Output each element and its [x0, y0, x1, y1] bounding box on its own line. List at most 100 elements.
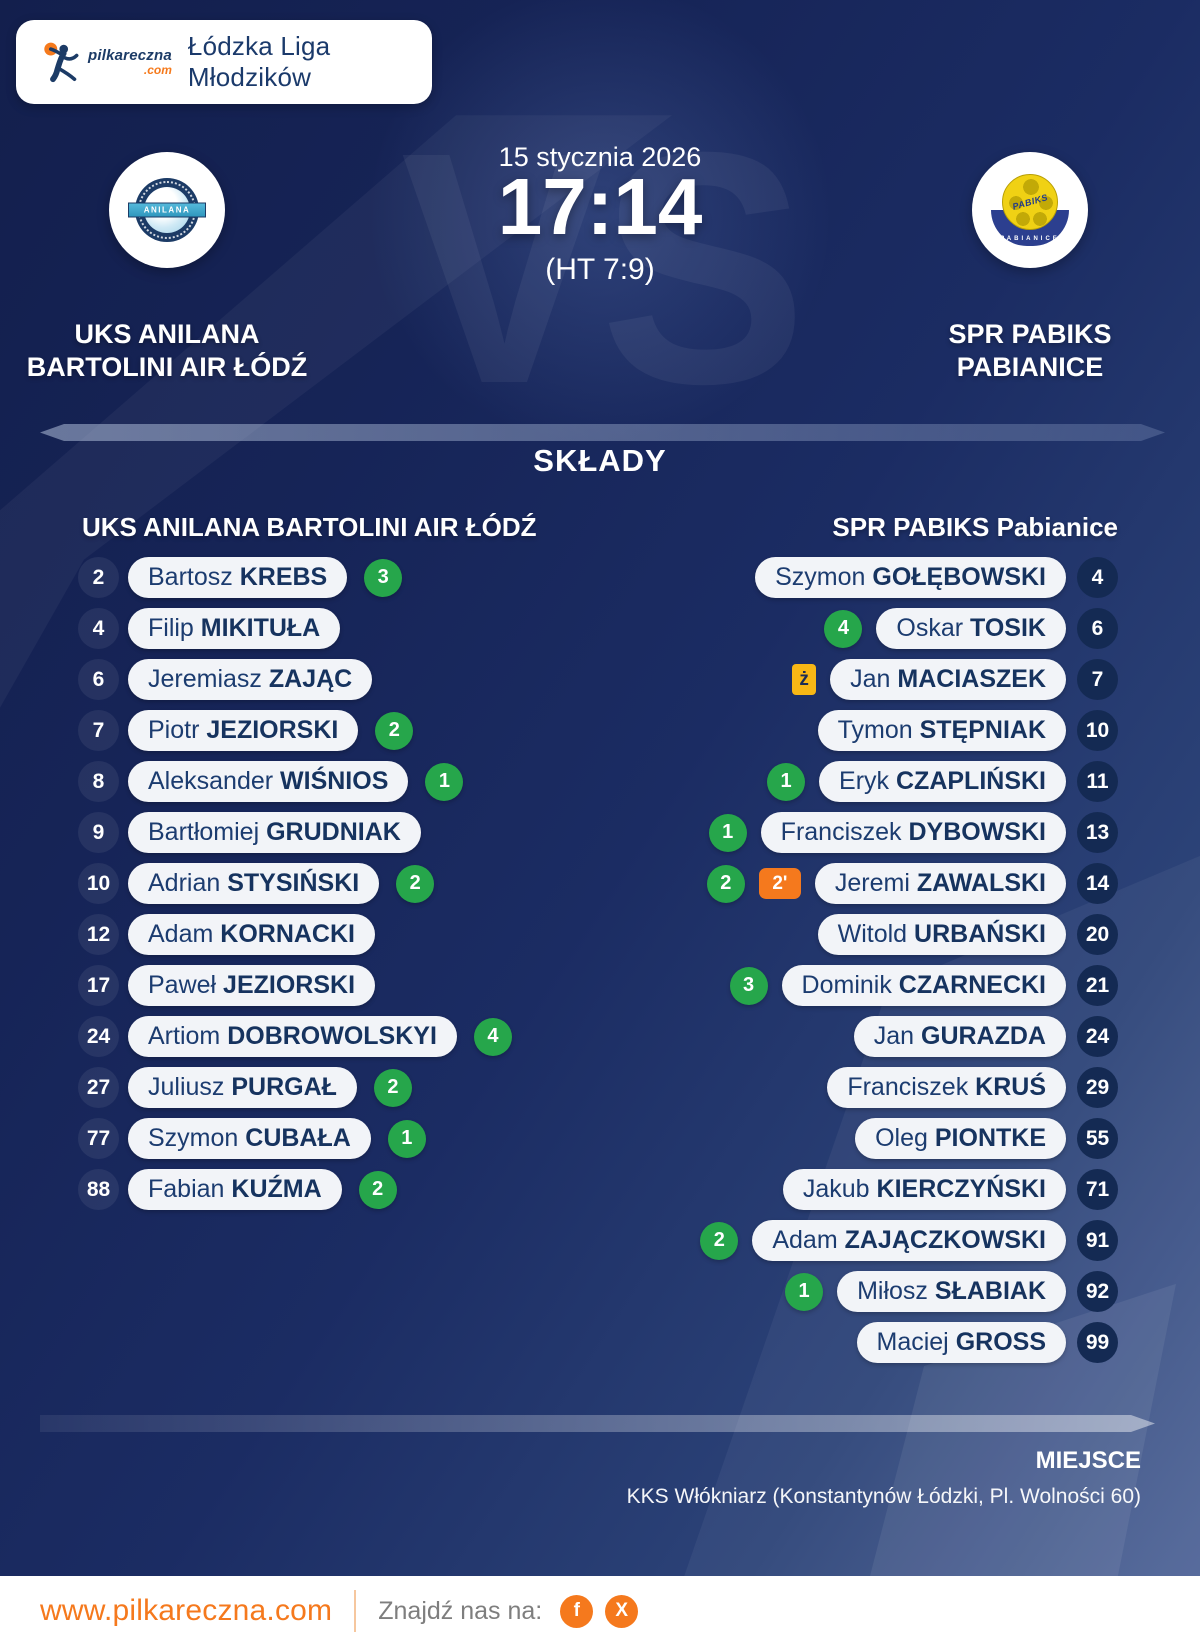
- player-first-name: Aleksander: [148, 767, 274, 795]
- player-number: 17: [78, 965, 119, 1006]
- player-last-name: DYBOWSKI: [908, 818, 1047, 846]
- player-last-name: JEZIORSKI: [206, 716, 339, 744]
- player-number: 91: [1077, 1220, 1118, 1261]
- away-player-row: 3 Dominik CZARNECKI 21: [700, 965, 1118, 1006]
- player-last-name: MIKITUŁA: [200, 614, 321, 642]
- player-name-pill: Filip MIKITUŁA: [128, 608, 341, 649]
- away-lineup-header: SPR PABIKS Pabianice: [832, 512, 1118, 542]
- player-last-name: KIERCZYŃSKI: [876, 1175, 1046, 1203]
- player-last-name: URBAŃSKI: [914, 920, 1046, 948]
- player-last-name: WIŚNIOS: [280, 767, 389, 795]
- player-first-name: Filip: [148, 614, 194, 642]
- pabiks-badge: PABIKS PABIANICE: [990, 174, 1070, 246]
- away-player-row: 1 Franciszek DYBOWSKI 13: [700, 812, 1118, 853]
- player-name-pill: Dominik CZARNECKI: [781, 965, 1066, 1006]
- x-twitter-icon[interactable]: X: [605, 1594, 639, 1628]
- player-number: 7: [78, 710, 119, 751]
- away-player-row: Franciszek KRUŚ 29: [700, 1067, 1118, 1108]
- player-name-pill: Oskar TOSIK: [876, 608, 1066, 649]
- website-link[interactable]: www.pilkareczna.com: [40, 1594, 333, 1627]
- player-first-name: Oskar: [896, 614, 964, 642]
- goals-badge: 2: [706, 864, 745, 903]
- goals-badge: 1: [785, 1272, 824, 1311]
- player-name-pill: Maciej GROSS: [856, 1322, 1066, 1363]
- player-first-name: Dominik: [801, 971, 892, 999]
- away-player-list: Szymon GOŁĘBOWSKI 4 4 Oskar TOSIK 6 ż Jan MACI…: [700, 557, 1118, 1373]
- player-first-name: Juliusz: [148, 1073, 225, 1101]
- home-player-row: 88 Fabian KUŹMA 2: [78, 1169, 653, 1210]
- home-lineup-column: UKS ANILANA BARTOLINI AIR ŁÓDŹ 2 Bartosz …: [78, 514, 653, 1220]
- player-name-pill: Oleg PIONTKE: [855, 1118, 1066, 1159]
- player-number: 77: [78, 1118, 119, 1159]
- player-name-pill: Bartosz KREBS: [128, 557, 348, 598]
- yellow-card-icon: ż: [792, 664, 817, 695]
- player-last-name: STYSIŃSKI: [227, 869, 360, 897]
- away-player-row: Jakub KIERCZYŃSKI 71: [700, 1169, 1118, 1210]
- player-last-name: JEZIORSKI: [223, 971, 356, 999]
- player-last-name: SŁABIAK: [934, 1277, 1046, 1305]
- away-player-row: Maciej GROSS 99: [700, 1322, 1118, 1363]
- footer-separator: [354, 1590, 357, 1632]
- player-first-name: Jan: [873, 1022, 915, 1050]
- brand-name: pilkareczna: [88, 47, 172, 64]
- player-name-pill: Franciszek DYBOWSKI: [760, 812, 1066, 853]
- player-name-pill: Piotr JEZIORSKI: [128, 710, 359, 751]
- player-name-pill: Miłosz SŁABIAK: [837, 1271, 1066, 1312]
- home-team-name: UKS ANILANA BARTOLINI AIR ŁÓDŹ: [0, 318, 337, 384]
- player-name-pill: Jan GURAZDA: [853, 1016, 1066, 1057]
- player-last-name: ZAWALSKI: [916, 869, 1046, 897]
- player-name-pill: Szymon GOŁĘBOWSKI: [755, 557, 1066, 598]
- pilkareczna-logo: pilkareczna .com: [40, 39, 172, 85]
- player-number: 2: [78, 557, 119, 598]
- player-number: 27: [78, 1067, 119, 1108]
- player-number: 9: [78, 812, 119, 853]
- player-name-pill: Szymon CUBAŁA: [128, 1118, 371, 1159]
- player-name-pill: Adam ZAJĄCZKOWSKI: [752, 1220, 1066, 1261]
- player-last-name: CZARNECKI: [898, 971, 1046, 999]
- player-first-name: Tymon: [837, 716, 913, 744]
- goals-badge: 4: [473, 1017, 512, 1056]
- goals-badge: 2: [375, 711, 414, 750]
- player-name-pill: Jakub KIERCZYŃSKI: [782, 1169, 1066, 1210]
- facebook-icon[interactable]: f: [560, 1594, 594, 1628]
- player-last-name: KREBS: [239, 563, 328, 591]
- player-number: 71: [1077, 1169, 1118, 1210]
- player-last-name: DOBROWOLSKYI: [227, 1022, 437, 1050]
- goals-badge: 4: [824, 609, 863, 648]
- lineups-title: SKŁADY: [533, 443, 667, 478]
- brand-header-card: pilkareczna .com Łódzka Liga Młodzików: [16, 20, 432, 104]
- player-last-name: STĘPNIAK: [919, 716, 1046, 744]
- away-team-name: SPR PABIKS PABIANICE: [860, 318, 1200, 384]
- pabiks-ball: PABIKS: [1002, 174, 1058, 230]
- player-name-pill: Artiom DOBROWOLSKYI: [128, 1016, 457, 1057]
- player-name-pill: Eryk CZAPLIŃSKI: [819, 761, 1066, 802]
- player-first-name: Adam: [148, 920, 214, 948]
- goals-badge: 1: [708, 813, 747, 852]
- away-team-name-line1: SPR PABIKS: [948, 319, 1112, 349]
- player-last-name: CUBAŁA: [245, 1124, 351, 1152]
- away-player-row: 2 Adam ZAJĄCZKOWSKI 91: [700, 1220, 1118, 1261]
- home-team-name-line2: BARTOLINI AIR ŁÓDŹ: [26, 352, 308, 382]
- away-player-row: Oleg PIONTKE 55: [700, 1118, 1118, 1159]
- home-player-row: 9 Bartłomiej GRUDNIAK: [78, 812, 653, 853]
- player-name-pill: Jeremi ZAWALSKI: [814, 863, 1066, 904]
- find-us-label: Znajdź nas na:: [378, 1596, 543, 1625]
- player-name-pill: Franciszek KRUŚ: [827, 1067, 1066, 1108]
- player-first-name: Piotr: [148, 716, 200, 744]
- player-number: 24: [1077, 1016, 1118, 1057]
- player-number: 21: [1077, 965, 1118, 1006]
- player-number: 14: [1077, 863, 1118, 904]
- away-player-row: Witold URBAŃSKI 20: [700, 914, 1118, 955]
- goals-badge: 2: [396, 864, 435, 903]
- away-player-row: Tymon STĘPNIAK 10: [700, 710, 1118, 751]
- player-first-name: Artiom: [148, 1022, 221, 1050]
- home-player-row: 4 Filip MIKITUŁA: [78, 608, 653, 649]
- home-player-row: 27 Juliusz PURGAŁ 2: [78, 1067, 653, 1108]
- home-player-row: 24 Artiom DOBROWOLSKYI 4: [78, 1016, 653, 1057]
- player-first-name: Szymon: [775, 563, 866, 591]
- player-number: 8: [78, 761, 119, 802]
- player-last-name: TOSIK: [970, 614, 1046, 642]
- pabiks-ball-label: PABIKS: [1011, 192, 1049, 212]
- player-last-name: GOŁĘBOWSKI: [872, 563, 1046, 591]
- home-player-row: 12 Adam KORNACKI: [78, 914, 653, 955]
